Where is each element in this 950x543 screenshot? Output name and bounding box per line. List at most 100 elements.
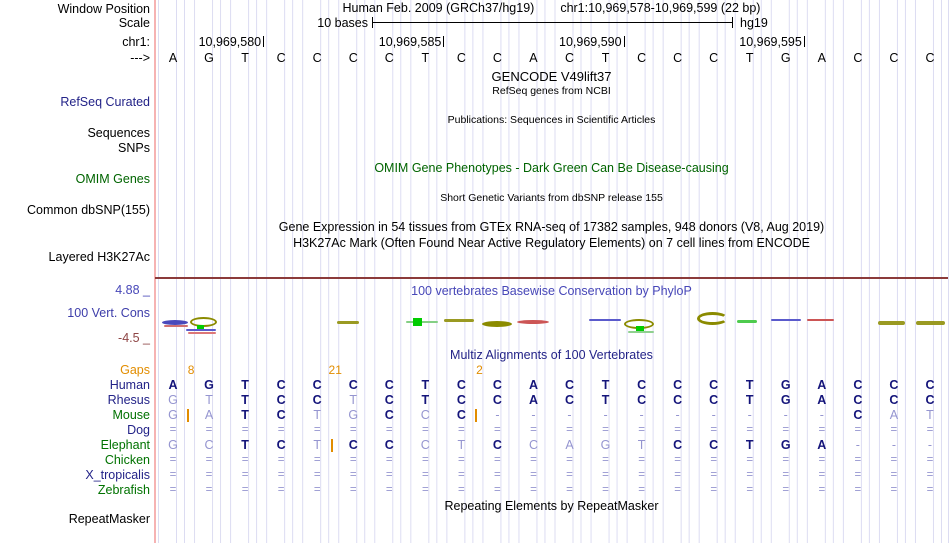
track-label-gaps[interactable]: Gaps xyxy=(120,363,150,377)
alignment-cell-mouse: - xyxy=(495,408,500,422)
track-title-h3k27ac[interactable]: H3K27Ac Mark (Often Found Near Active Re… xyxy=(293,236,810,250)
alignment-cell-mouse: - xyxy=(711,408,716,422)
alignment-cell-dog: = xyxy=(818,424,826,436)
track-title-dbsnp[interactable]: Short Genetic Variants from dbSNP releas… xyxy=(440,192,663,204)
track-title-publications[interactable]: Publications: Sequences in Scientific Ar… xyxy=(447,114,656,126)
alignment-cell-x_tropicalis: = xyxy=(169,469,177,481)
alignment-cell-elephant: T xyxy=(457,438,466,452)
alignment-cell-chicken: = xyxy=(169,454,177,466)
ruler-tick xyxy=(803,36,805,47)
alignment-cell-elephant: G xyxy=(780,438,791,452)
track-label-refseq-curated[interactable]: RefSeq Curated xyxy=(60,95,150,109)
track-label-x-tropicalis[interactable]: X_tropicalis xyxy=(85,468,150,482)
track-title-repeatmasker-title[interactable]: Repeating Elements by RepeatMasker xyxy=(444,499,659,513)
alignment-cell-elephant: A xyxy=(565,438,574,452)
track-label-snps[interactable]: SNPs xyxy=(118,141,150,155)
alignment-cell-rhesus: A xyxy=(817,393,827,407)
track-title-phylop[interactable]: 100 vertebrates Basewise Conservation by… xyxy=(411,284,692,298)
alignment-cell-rhesus: C xyxy=(709,393,719,407)
track-title-gtex[interactable]: Gene Expression in 54 tissues from GTEx … xyxy=(278,220,825,234)
track-label-dog[interactable]: Dog xyxy=(127,423,150,437)
alignment-cell-zebrafish: = xyxy=(458,484,465,496)
track-title-refseq-ncbi[interactable]: RefSeq genes from NCBI xyxy=(492,85,611,97)
alignment-cell-mouse: - xyxy=(531,408,536,422)
alignment-cell-chicken: = xyxy=(458,454,465,466)
scale-ruler-right-tick xyxy=(732,17,733,28)
track-label-rhesus[interactable]: Rhesus xyxy=(107,393,150,407)
track-label-elephant[interactable]: Elephant xyxy=(100,438,150,452)
track-title-multiz[interactable]: Multiz Alignments of 100 Vertebrates xyxy=(450,348,653,362)
alignment-cell-zebrafish: = xyxy=(782,484,790,496)
track-label-chrom[interactable]: chr1: xyxy=(122,35,150,49)
track-label-strand[interactable]: ---> xyxy=(130,51,150,65)
alignment-cell-elephant: G xyxy=(600,438,611,452)
alignment-cell-elephant: C xyxy=(204,438,214,452)
track-label-vert-cons[interactable]: 100 Vert. Cons xyxy=(67,306,150,320)
track-label-window-position[interactable]: Window Position xyxy=(57,2,150,16)
track-label-chicken[interactable]: Chicken xyxy=(104,453,150,467)
alignment-cell-zebrafish: = xyxy=(854,484,862,496)
alignment-cell-x_tropicalis: = xyxy=(926,469,934,481)
sequence-base: C xyxy=(853,51,863,65)
sequence-base: C xyxy=(276,51,286,65)
alignment-cell-x_tropicalis: = xyxy=(530,469,537,481)
alignment-gap-count: 8 xyxy=(187,363,195,377)
sequence-base: A xyxy=(168,51,178,65)
alignment-cell-x_tropicalis: = xyxy=(890,469,898,481)
alignment-cell-zebrafish: = xyxy=(169,484,177,496)
track-label-cons-min[interactable]: -4.5 _ xyxy=(118,331,150,345)
alignment-cell-mouse: C xyxy=(853,408,863,422)
alignment-cell-chicken: = xyxy=(313,454,321,466)
scale-value: 10 bases xyxy=(317,16,368,30)
alignment-cell-x_tropicalis: = xyxy=(277,469,285,481)
sequence-base: A xyxy=(817,51,826,65)
alignment-cell-elephant: T xyxy=(241,438,249,452)
alignment-cell-rhesus: T xyxy=(205,393,213,407)
alignment-cell-elephant: C xyxy=(709,438,719,452)
track-label-common-dbsnp[interactable]: Common dbSNP(155) xyxy=(27,203,150,217)
track-title-omim-phenotypes[interactable]: OMIM Gene Phenotypes - Dark Green Can Be… xyxy=(374,161,729,175)
alignment-cell-dog: = xyxy=(313,424,321,436)
alignment-cell-chicken: = xyxy=(782,454,790,466)
alignment-cell-zebrafish: = xyxy=(674,484,681,496)
alignment-cell-elephant: C xyxy=(384,438,394,452)
alignment-cell-rhesus: C xyxy=(889,393,899,407)
sequence-base: C xyxy=(564,51,575,65)
track-label-repeatmasker[interactable]: RepeatMasker xyxy=(68,512,150,526)
track-divider-line xyxy=(155,277,948,279)
alignment-cell-rhesus: T xyxy=(349,393,358,407)
alignment-cell-rhesus: C xyxy=(637,393,647,407)
track-label-sequences[interactable]: Sequences xyxy=(87,126,150,140)
alignment-cell-chicken: = xyxy=(566,454,573,466)
sequence-base: T xyxy=(241,51,249,65)
alignment-cell-zebrafish: = xyxy=(530,484,537,496)
sequence-base: C xyxy=(709,51,719,65)
conservation-mark xyxy=(807,319,834,321)
track-label-layered-h3k27ac[interactable]: Layered H3K27Ac xyxy=(48,250,150,264)
genome-tag: hg19 xyxy=(740,16,768,30)
alignment-cell-chicken: = xyxy=(385,454,393,466)
track-label-zebrafish[interactable]: Zebrafish xyxy=(97,483,150,497)
conservation-mark xyxy=(186,329,216,331)
track-label-cons-max[interactable]: 4.88 _ xyxy=(115,283,150,297)
alignment-cell-dog: = xyxy=(530,424,537,436)
alignment-cell-dog: = xyxy=(241,424,249,436)
alignment-cell-rhesus: C xyxy=(853,393,863,407)
sequence-base: C xyxy=(925,51,935,65)
track-label-scale[interactable]: Scale xyxy=(118,16,150,30)
alignment-cell-mouse: - xyxy=(675,408,680,422)
alignment-cell-mouse: - xyxy=(603,408,608,422)
track-label-omim-genes[interactable]: OMIM Genes xyxy=(75,172,150,186)
alignment-cell-human: C xyxy=(312,378,322,392)
alignment-cell-rhesus: C xyxy=(384,393,394,407)
window-position-title: Human Feb. 2009 (GRCh37/hg19) chr1:10,96… xyxy=(155,1,948,16)
alignment-cell-human: C xyxy=(456,378,466,392)
track-title-gencode[interactable]: GENCODE V49lift37 xyxy=(491,69,612,84)
alignment-cell-human: A xyxy=(168,378,178,392)
sequence-base: C xyxy=(637,51,647,65)
alignment-cell-chicken: = xyxy=(241,454,249,466)
track-label-human[interactable]: Human xyxy=(109,378,150,392)
alignment-cell-x_tropicalis: = xyxy=(385,469,393,481)
track-label-mouse[interactable]: Mouse xyxy=(112,408,150,422)
